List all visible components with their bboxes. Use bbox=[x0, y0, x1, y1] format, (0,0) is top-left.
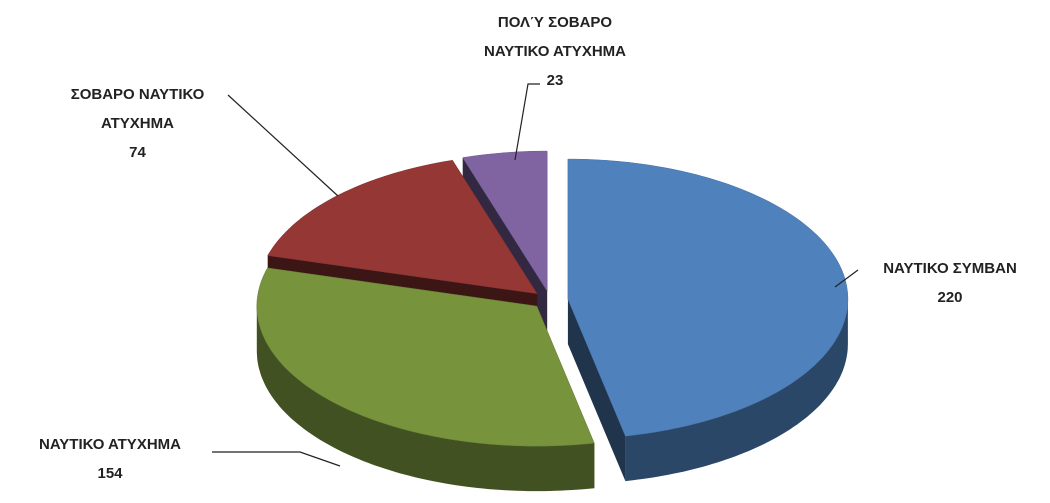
category-label: ΝΑΥΤΙΚΟ ΣΥΜΒΑΝ bbox=[883, 260, 1017, 277]
data-label: ΣΟΒΑΡΟ ΝΑΥΤΙΚΟ ΑΤΥΧΗΜΑ 74 bbox=[55, 80, 220, 167]
data-label: ΝΑΥΤΙΚΟ ΑΤΥΧΗΜΑ 154 bbox=[10, 430, 210, 488]
leader-line bbox=[834, 269, 859, 288]
data-label: ΝΑΥΤΙΚΟ ΣΥΜΒΑΝ 220 bbox=[850, 254, 1050, 312]
slice-side bbox=[256, 306, 595, 492]
slice-top bbox=[256, 267, 595, 447]
category-label: ΝΑΥΤΙΚΟ ΑΤΥΧΗΜΑ bbox=[39, 436, 181, 453]
leader-line bbox=[212, 451, 341, 467]
slice-top bbox=[567, 158, 849, 437]
data-label: ΠΟΛΎ ΣΟΒΑΡΟ ΝΑΥΤΙΚΟ ΑΤΥΧΗΜΑ 23 bbox=[470, 8, 640, 95]
slice-top bbox=[267, 160, 538, 295]
category-label: ΣΟΒΑΡΟ ΝΑΥΤΙΚΟ ΑΤΥΧΗΜΑ bbox=[70, 86, 205, 132]
slice-top bbox=[462, 150, 548, 292]
category-label: ΠΟΛΎ ΣΟΒΑΡΟ ΝΑΥΤΙΚΟ ΑΤΥΧΗΜΑ bbox=[484, 14, 626, 60]
value-label: 23 bbox=[546, 72, 564, 89]
value-label: 74 bbox=[129, 144, 146, 161]
slice-side bbox=[625, 299, 848, 482]
leader-line bbox=[514, 83, 540, 161]
value-label: 220 bbox=[937, 289, 963, 306]
leader-line bbox=[227, 94, 339, 197]
slice bbox=[256, 267, 595, 492]
slice-wall bbox=[567, 299, 626, 482]
slice bbox=[567, 158, 849, 482]
value-label: 154 bbox=[97, 465, 123, 482]
